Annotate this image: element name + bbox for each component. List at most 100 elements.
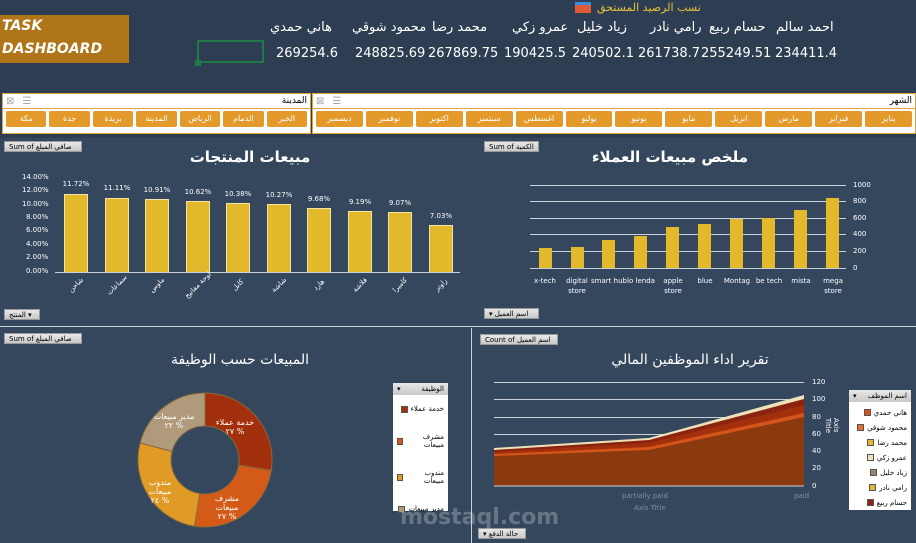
gridline	[530, 251, 846, 252]
product-bar[interactable]	[186, 201, 210, 272]
month-item[interactable]: اغسطس	[515, 111, 563, 127]
legend-item[interactable]: مشرف مبيعات	[393, 433, 448, 449]
product-bar[interactable]	[105, 198, 129, 272]
city-item[interactable]: الدمام	[223, 111, 264, 127]
month-item[interactable]: نوفمبر	[365, 111, 413, 127]
legend-item[interactable]: حسام ربيع	[849, 495, 911, 510]
city-item[interactable]: المدينة	[136, 111, 177, 127]
employee-filter-button[interactable]: اسم الموظف ▾	[849, 390, 911, 402]
y-tick: 100	[812, 395, 826, 403]
customer-bar[interactable]	[571, 247, 584, 268]
products-value-field-button[interactable]: Sum of صافي المبلغ	[4, 141, 82, 152]
role-filter-button[interactable]: الوظيفة ▾	[393, 383, 448, 395]
month-item[interactable]: يوليو	[565, 111, 613, 127]
slice-sales-supervisor[interactable]	[193, 464, 272, 528]
product-bar[interactable]	[429, 225, 453, 272]
gridline	[530, 185, 846, 186]
city-item[interactable]: الرياض	[179, 111, 221, 127]
multi-select-icon[interactable]: ☰	[332, 95, 342, 107]
product-bar[interactable]	[267, 204, 291, 272]
employee-chart-title: تقرير اداء الموظفين المالي	[611, 352, 769, 368]
clear-filter-icon[interactable]: ⊠	[6, 95, 15, 107]
slice-sales-rep[interactable]	[137, 442, 201, 527]
month-item[interactable]: اكتوبر	[415, 111, 463, 127]
bar-value-label: 11.72%	[62, 180, 90, 188]
legend-item[interactable]: رامي نادر	[849, 480, 911, 495]
customer-bar[interactable]	[634, 236, 647, 268]
role-value-field-button[interactable]: Sum of صافي المبلغ	[4, 333, 82, 344]
customer-bar[interactable]	[762, 218, 775, 268]
employee-name: هاني حمدي	[270, 20, 332, 35]
x-category-label: mega store	[823, 277, 843, 295]
month-item[interactable]: مايو	[665, 111, 713, 127]
customer-bar[interactable]	[698, 224, 711, 268]
x-axis-line	[55, 272, 460, 273]
month-item[interactable]: ديسمبر	[315, 111, 363, 127]
product-bar[interactable]	[348, 211, 372, 272]
employee-name: حسام ربيع	[709, 20, 766, 35]
slice-sales-manager[interactable]	[139, 392, 206, 453]
y-tick: 400	[853, 230, 867, 238]
dropdown-arrow-icon: ▾	[853, 392, 857, 400]
area-series[interactable]	[494, 375, 804, 490]
selected-cell[interactable]	[197, 40, 264, 63]
city-slicer: ⊠ ☰ المدينة الخبر الدمام الرياض المدينة ب…	[2, 93, 311, 134]
legend-item[interactable]: زياد خليل	[849, 465, 911, 480]
city-item[interactable]: مكة	[6, 111, 47, 127]
employee-value: 240502.1	[572, 46, 635, 61]
month-item[interactable]: يونيو	[615, 111, 663, 127]
month-item[interactable]: فبراير	[815, 111, 863, 127]
swatch-icon	[398, 505, 406, 513]
month-item[interactable]: مارس	[765, 111, 813, 127]
legend-item[interactable]: مدير مبيعات	[393, 505, 448, 513]
bar-value-label: 9.07%	[388, 199, 412, 207]
legend-item[interactable]: خدمة عملاء	[393, 405, 448, 413]
product-bar[interactable]	[64, 194, 88, 272]
swatch-icon	[867, 439, 875, 446]
product-bar[interactable]	[307, 208, 331, 272]
month-item[interactable]: يناير	[865, 111, 912, 127]
customer-axis-button[interactable]: ▾ اسم العميل	[484, 308, 539, 319]
y-tick: 60	[812, 430, 821, 438]
city-item[interactable]: الخبر	[266, 111, 307, 127]
gridline	[494, 417, 804, 418]
y-tick: 40	[812, 447, 821, 455]
legend-item[interactable]: عمرو زكي	[849, 450, 911, 465]
employee-legend: اسم الموظف ▾ هاني حمدي محمود شوقي محمد رض…	[849, 390, 911, 510]
product-axis-button[interactable]: المنتج ▾	[4, 309, 40, 320]
role-chart-title: المبيعات حسب الوظيفة	[170, 352, 310, 368]
month-item[interactable]: ابريل	[715, 111, 763, 127]
multi-select-icon[interactable]: ☰	[22, 95, 32, 107]
customers-bar-chart: 1000 800 600 400 200 0 x-tech digital st…	[472, 180, 916, 300]
title-line-1: TASK	[2, 18, 43, 34]
customers-value-field-button[interactable]: Sum of الكمية	[484, 141, 539, 152]
legend-item[interactable]: محمود شوقي	[849, 420, 911, 435]
customer-bar[interactable]	[602, 240, 615, 268]
city-item[interactable]: بريدة	[92, 111, 134, 127]
product-bar[interactable]	[145, 199, 169, 272]
customer-bar[interactable]	[539, 248, 552, 268]
y-tick: 6.00%	[26, 226, 49, 234]
fill-handle[interactable]	[195, 60, 201, 66]
customer-bar[interactable]	[826, 198, 839, 268]
month-item[interactable]: سبتمبر	[465, 111, 513, 127]
legend-item[interactable]: محمد رضا	[849, 435, 911, 450]
product-bar[interactable]	[388, 212, 412, 272]
customer-bar[interactable]	[730, 219, 743, 268]
product-bar[interactable]	[226, 203, 250, 272]
bar-value-label: 10.27%	[265, 191, 293, 199]
employee-value-field-button[interactable]: Count of اسم العميل	[480, 334, 558, 345]
legend-item[interactable]: هاني حمدي	[849, 405, 911, 420]
dashboard-title: TASK DASHBOARD	[0, 15, 129, 63]
city-item[interactable]: جدة	[49, 111, 90, 127]
clear-filter-icon[interactable]: ⊠	[316, 95, 325, 107]
customer-bar[interactable]	[794, 210, 807, 268]
x-axis-title: Axis Title	[634, 504, 666, 512]
legend-item[interactable]: مندوب مبيعات	[393, 469, 448, 485]
watermark: mostaql.com	[400, 505, 560, 530]
payment-status-axis-button[interactable]: ▾ حالة الدفع	[478, 528, 526, 539]
swatch-icon	[869, 484, 877, 491]
y-tick: 0	[853, 264, 858, 272]
credit-card-icon	[575, 2, 591, 13]
customer-bar[interactable]	[666, 227, 679, 268]
